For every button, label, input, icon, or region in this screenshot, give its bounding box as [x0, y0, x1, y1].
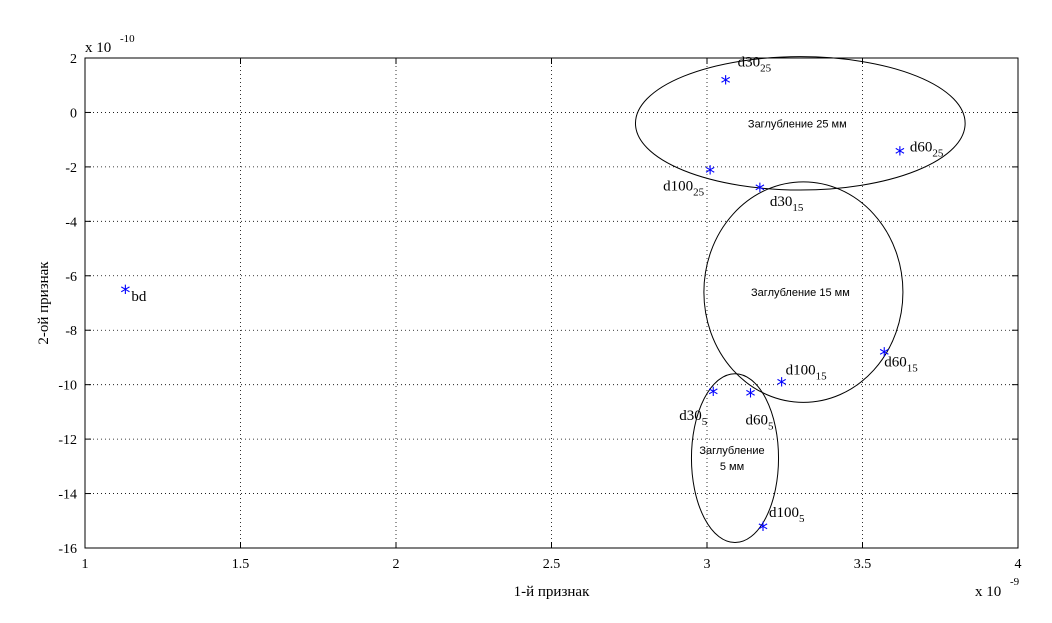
data-point-marker: *	[895, 142, 905, 166]
y-tick-label: -12	[58, 433, 77, 448]
data-point-marker: *	[755, 179, 765, 203]
data-point-label-subscript: 15	[792, 202, 804, 214]
data-point-label-subscript: 5	[768, 421, 774, 433]
y-tick-label: 2	[70, 52, 77, 67]
x-tick-label: 1.5	[232, 557, 250, 572]
data-point-label-subscript: 25	[932, 147, 944, 159]
data-point-label-subscript: 25	[760, 63, 772, 75]
data-point-marker: *	[708, 383, 718, 407]
data-point-label-subscript: 15	[816, 371, 828, 383]
data-point-label: d1005	[769, 505, 805, 525]
region-label: Заглубление 25 мм	[748, 118, 847, 130]
y-tick-label: -10	[58, 379, 77, 394]
x-exponent-base: x 10	[975, 584, 1001, 600]
data-point-label: d3015	[770, 194, 804, 214]
y-tick-label: -8	[65, 324, 77, 339]
region-ellipse	[634, 56, 966, 191]
x-tick-label: 1	[82, 557, 89, 572]
data-point-label-subscript: 5	[799, 513, 805, 525]
y-tick-label: -2	[65, 161, 77, 176]
x-axis-exponent: x 10 -9	[975, 576, 1020, 600]
data-point-marker: *	[721, 72, 731, 96]
data-point-label: d10015	[786, 363, 828, 383]
data-point-marker: *	[746, 385, 756, 409]
data-point-label-subscript: 5	[702, 416, 708, 428]
data-point-label-subscript: 25	[693, 186, 705, 198]
y-tick-label: -4	[65, 215, 77, 230]
data-point-marker: *	[777, 374, 787, 398]
y-axis-exponent: x 10 -10	[85, 33, 135, 56]
y-exponent-base: x 10	[85, 40, 111, 56]
region-ellipse	[703, 181, 904, 403]
y-tick-label: 0	[70, 106, 77, 121]
x-tick-label: 2	[393, 557, 400, 572]
y-tick-label: -16	[58, 542, 77, 557]
y-tick-label: -14	[58, 488, 77, 503]
x-tick-label: 3.5	[854, 557, 872, 572]
data-point-label: d10025	[663, 178, 705, 198]
data-point-marker: *	[758, 518, 768, 542]
data-point-marker: *	[879, 344, 889, 368]
y-tick-label: -6	[65, 270, 77, 285]
depth-regions: Заглубление 25 мм Заглубление 15 мм Заглуб…	[634, 56, 966, 544]
x-exponent-power: -9	[1010, 576, 1020, 588]
region-ellipse	[690, 373, 780, 544]
data-point-marker: *	[120, 281, 130, 305]
axis-ticks: 1 1.5 2 2.5 3 3.5 4 2 0 -2 -4 -6 -8 -10 -12 -14 -16	[58, 52, 1021, 572]
x-tick-label: 2.5	[543, 557, 561, 572]
x-axis-label: 1-й признак	[514, 584, 590, 600]
data-point-label: d6015	[884, 355, 918, 375]
data-point-label: d305	[679, 408, 708, 428]
y-exponent-power: -10	[120, 33, 135, 45]
data-point-label-subscript: 15	[907, 363, 919, 375]
data-point-label: d6025	[910, 139, 944, 159]
x-tick-label: 3	[704, 557, 711, 572]
y-axis-label: 2-ой признак	[36, 261, 52, 345]
region-label: 5 мм	[720, 461, 744, 473]
region-label: Заглубление 15 мм	[751, 287, 850, 299]
x-tick-label: 4	[1015, 557, 1022, 572]
data-point-label: d605	[746, 413, 775, 433]
data-point-label: bd	[131, 289, 147, 305]
grid-lines	[84, 57, 1019, 549]
data-point-marker: *	[705, 161, 715, 185]
region-label: Заглубление	[699, 445, 764, 457]
